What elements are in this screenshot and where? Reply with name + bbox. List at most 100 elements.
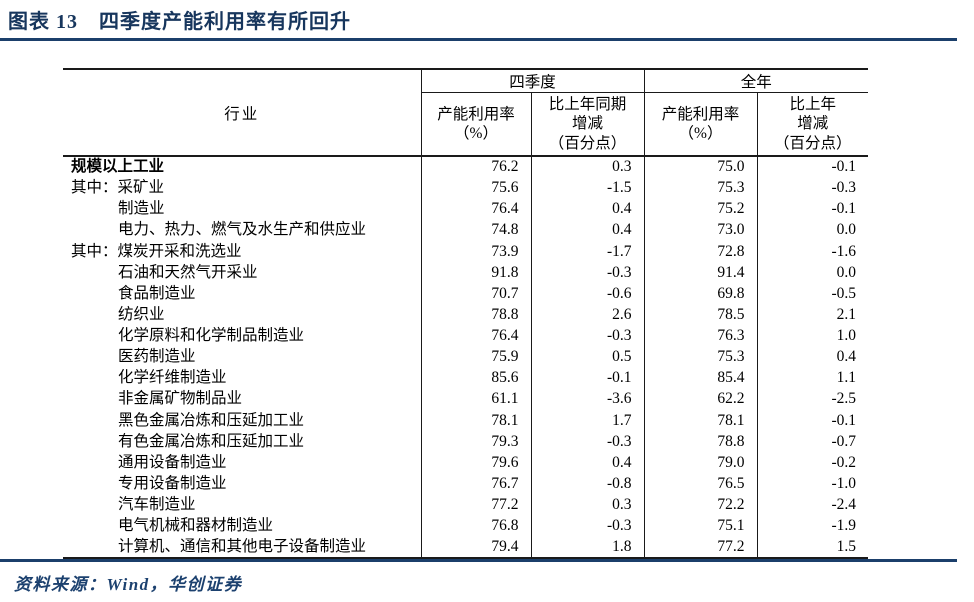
- fy-utilization-cell: 75.3: [643, 346, 758, 368]
- fy-utilization-cell: 85.4: [643, 367, 758, 389]
- group-header-row: 行业 四季度 全年: [63, 69, 869, 158]
- row-label: 煤炭开采和洗选业: [117, 242, 242, 260]
- fy-change-cell: 0.0: [756, 261, 869, 283]
- fy-change-cell: -1.0: [756, 473, 869, 495]
- fy-change-cell: 0.0: [756, 219, 869, 241]
- table-row: 化学纤维制造业 85.6 -0.1 85.4 1.1: [63, 367, 869, 389]
- row-label: 汽车制造业: [118, 496, 196, 514]
- table-row: 化学原料和化学制品制造业 76.4 -0.3 76.3 1.0: [63, 325, 869, 347]
- table-row: 石油和天然气开采业 91.8 -0.3 91.4 0.0: [63, 261, 869, 283]
- q4-change-cell: 0.3: [530, 494, 645, 516]
- industry-label-cell: 计算机、通信和其他电子设备制造业: [63, 537, 421, 558]
- q4-utilization-cell: 61.1: [420, 388, 531, 410]
- industry-label-cell: 黑色金属冶炼和压延加工业: [63, 410, 421, 431]
- row-label: 通用设备制造业: [118, 453, 227, 471]
- q4-change-cell: 0.5: [530, 346, 645, 368]
- fullyear-group-header: 全年: [643, 69, 869, 93]
- q4-change-cell: -0.3: [530, 430, 645, 453]
- row-label: 纺织业: [118, 305, 165, 323]
- table-row: 有色金属冶炼和压延加工业 79.3 -0.3 78.8 -0.7: [63, 430, 869, 453]
- table-row: 黑色金属冶炼和压延加工业 78.1 1.7 78.1 -0.1: [63, 409, 869, 431]
- q4-change-cell: 1.8: [530, 536, 645, 558]
- row-label: 医药制造业: [118, 348, 196, 366]
- row-label: 有色金属冶炼和压延加工业: [118, 432, 305, 450]
- fy-change-header: 比上年 增减 （百分点）: [756, 92, 869, 158]
- q4-utilization-cell: 79.6: [420, 452, 531, 474]
- industry-label-cell: 汽车制造业: [63, 494, 421, 515]
- q4-utilization-cell: 85.6: [420, 367, 531, 389]
- industry-label-cell: 制造业: [63, 198, 421, 219]
- table-row: 电气机械和器材制造业 76.8 -0.3 75.1 -1.9: [63, 515, 869, 537]
- fy-change-cell: 0.4: [756, 346, 869, 368]
- fy-utilization-cell: 76.5: [643, 473, 758, 495]
- fy-utilization-cell: 91.4: [643, 261, 758, 283]
- figure-title: 图表 13 四季度产能利用率有所回升: [8, 11, 351, 33]
- row-label: 专用设备制造业: [118, 475, 227, 493]
- q4-change-cell: 2.6: [530, 304, 645, 326]
- q4-utilization-cell: 76.7: [420, 473, 531, 495]
- q4-change-cell: -1.5: [530, 177, 645, 199]
- industry-label-cell: 化学原料和化学制品制造业: [63, 325, 421, 346]
- q4-utilization-cell: 79.3: [420, 430, 531, 453]
- fy-utilization-cell: 72.8: [643, 240, 758, 262]
- table-header: 行业 四季度 全年 产能利用率 （%） 比上年同期 增减 （百分点） 产能利用率…: [63, 69, 869, 158]
- q4-change-cell: -0.6: [530, 282, 645, 305]
- q4-change-cell: -0.3: [530, 261, 645, 283]
- fy-change-cell: -0.1: [756, 156, 869, 178]
- q4-change-header: 比上年同期 增减 （百分点）: [530, 92, 645, 158]
- q4-utilization-cell: 70.7: [420, 282, 531, 305]
- row-label: 石油和天然气开采业: [118, 263, 258, 281]
- q4-utilization-cell: 75.6: [420, 177, 531, 199]
- q4-change-cell: -0.3: [530, 515, 645, 537]
- q4-change-cell: -0.1: [530, 367, 645, 389]
- q4-utilization-cell: 76.2: [420, 156, 531, 178]
- q4-utilization-cell: 73.9: [420, 240, 531, 262]
- fy-change-cell: -2.5: [756, 388, 869, 410]
- industry-label-cell: 规模以上工业: [63, 156, 421, 177]
- fy-utilization-header: 产能利用率 （%）: [643, 92, 758, 158]
- row-label: 电气机械和器材制造业: [118, 517, 274, 535]
- q4-change-cell: -1.7: [530, 240, 645, 262]
- title-underline-rule: [0, 38, 957, 41]
- table-row: 食品制造业 70.7 -0.6 69.8 -0.5: [63, 282, 869, 305]
- fy-utilization-cell: 69.8: [643, 282, 758, 305]
- fy-change-cell: -0.7: [756, 430, 869, 453]
- row-label: 计算机、通信和其他电子设备制造业: [118, 537, 367, 555]
- q4-utilization-cell: 76.4: [420, 325, 531, 347]
- row-prefix: 其中：: [71, 179, 118, 197]
- fy-utilization-cell: 75.3: [643, 177, 758, 199]
- fy-change-cell: -1.9: [756, 515, 869, 537]
- fy-utilization-cell: 78.5: [643, 304, 758, 326]
- row-label: 规模以上工业: [71, 158, 165, 176]
- industry-label-cell: 医药制造业: [63, 346, 421, 367]
- row-label: 采矿业: [117, 179, 165, 197]
- fy-change-cell: -0.1: [756, 198, 869, 220]
- q4-change-cell: -0.8: [530, 473, 645, 495]
- fy-utilization-cell: 78.1: [643, 409, 758, 431]
- table-row: 电力、热力、燃气及水生产和供应业 74.8 0.4 73.0 0.0: [63, 219, 869, 241]
- q4-change-cell: 0.4: [530, 198, 645, 220]
- row-label: 黑色金属冶炼和压延加工业: [118, 411, 305, 429]
- table-row: 制造业 76.4 0.4 75.2 -0.1: [63, 198, 869, 220]
- table-row: 规模以上工业 76.2 0.3 75.0 -0.1: [63, 156, 869, 178]
- row-prefix: 其中：: [71, 242, 118, 260]
- q4-change-cell: 1.7: [530, 409, 645, 431]
- table-row: 专用设备制造业 76.7 -0.8 76.5 -1.0: [63, 473, 869, 495]
- fy-utilization-cell: 78.8: [643, 430, 758, 453]
- q4-utilization-cell: 79.4: [420, 536, 531, 558]
- q4-utilization-cell: 76.4: [420, 198, 531, 220]
- fy-change-cell: -0.5: [756, 282, 869, 305]
- industry-label-cell: 其中：煤炭开采和洗选业: [63, 241, 421, 262]
- fy-change-cell: 1.1: [756, 367, 869, 389]
- fy-utilization-cell: 75.0: [643, 156, 758, 178]
- industry-label-cell: 电力、热力、燃气及水生产和供应业: [63, 220, 421, 241]
- table-row: 医药制造业 75.9 0.5 75.3 0.4: [63, 346, 869, 368]
- fy-change-cell: 1.5: [756, 536, 869, 558]
- fy-change-cell: -1.6: [756, 240, 869, 262]
- fy-utilization-cell: 75.1: [643, 515, 758, 537]
- row-label: 非金属矿物制品业: [118, 390, 243, 408]
- table-row: 其中：采矿业 75.6 -1.5 75.3 -0.3: [63, 177, 869, 199]
- industry-label-cell: 纺织业: [63, 304, 421, 325]
- q4-change-cell: 0.3: [530, 156, 645, 178]
- capacity-utilization-table: 行业 四季度 全年 产能利用率 （%） 比上年同期 增减 （百分点） 产能利用率…: [63, 68, 869, 559]
